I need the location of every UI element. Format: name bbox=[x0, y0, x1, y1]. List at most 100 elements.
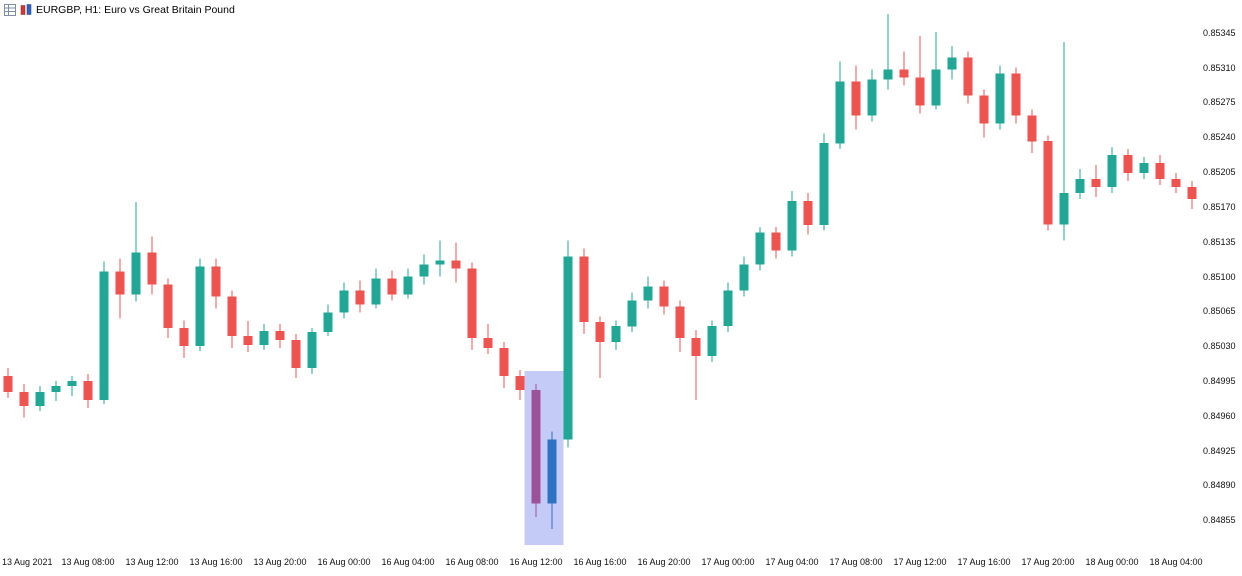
price-axis-label: 0.84925 bbox=[1203, 445, 1236, 456]
time-axis-label: 18 Aug 04:00 bbox=[1149, 557, 1203, 567]
candle bbox=[1187, 187, 1197, 199]
candle bbox=[99, 271, 109, 400]
candle bbox=[419, 264, 429, 277]
pattern-highlight bbox=[524, 371, 564, 546]
candle bbox=[979, 95, 989, 124]
candle bbox=[483, 338, 493, 349]
candle bbox=[323, 312, 333, 333]
price-axis-label: 0.85170 bbox=[1203, 201, 1236, 212]
candle bbox=[467, 268, 477, 339]
candle bbox=[67, 380, 77, 386]
candle bbox=[371, 278, 381, 305]
candle bbox=[803, 200, 813, 225]
candle bbox=[19, 391, 29, 406]
candle bbox=[867, 79, 877, 116]
candle bbox=[35, 391, 45, 406]
price-axis-label: 0.85065 bbox=[1203, 306, 1236, 317]
candle bbox=[147, 252, 157, 285]
candle bbox=[883, 69, 893, 80]
candle bbox=[1011, 73, 1021, 116]
candle bbox=[355, 290, 365, 305]
time-axis-label: 13 Aug 12:00 bbox=[125, 557, 179, 567]
time-axis[interactable]: 13 Aug 2021 13 Aug 08:00 13 Aug 12:00 13 Au… bbox=[0, 550, 1242, 576]
candle bbox=[1171, 179, 1181, 187]
candle bbox=[195, 266, 205, 347]
candle bbox=[211, 266, 221, 297]
candle bbox=[1059, 192, 1069, 225]
time-axis-label: 16 Aug 12:00 bbox=[509, 557, 563, 567]
price-axis-label: 0.85030 bbox=[1203, 341, 1236, 352]
candle bbox=[1155, 163, 1165, 179]
candle bbox=[515, 375, 525, 390]
candle bbox=[1075, 179, 1085, 193]
candle bbox=[83, 380, 93, 400]
time-axis-label: 13 Aug 20:00 bbox=[253, 557, 307, 567]
candle bbox=[739, 264, 749, 291]
time-axis-label: 17 Aug 16:00 bbox=[957, 557, 1011, 567]
chart-plot-area[interactable]: EURGBP, H1: Euro vs Great Britain Pound bbox=[0, 0, 1200, 550]
candle bbox=[275, 331, 285, 341]
time-axis-label: 17 Aug 00:00 bbox=[701, 557, 755, 567]
candle bbox=[163, 284, 173, 329]
candle bbox=[435, 260, 445, 265]
candle bbox=[963, 57, 973, 96]
candle bbox=[755, 232, 765, 265]
candle bbox=[835, 81, 845, 144]
candle bbox=[499, 348, 509, 376]
candle bbox=[771, 232, 781, 251]
time-axis-label: 13 Aug 2021 bbox=[2, 557, 53, 567]
price-axis-label: 0.84960 bbox=[1203, 410, 1236, 421]
candle bbox=[1107, 155, 1117, 187]
candle bbox=[291, 340, 301, 368]
time-axis-label: 13 Aug 08:00 bbox=[61, 557, 115, 567]
price-axis-label: 0.85205 bbox=[1203, 167, 1236, 178]
candle bbox=[579, 256, 589, 323]
candle bbox=[547, 439, 557, 504]
time-axis-label: 16 Aug 16:00 bbox=[573, 557, 627, 567]
candle bbox=[595, 322, 605, 343]
candle bbox=[819, 143, 829, 225]
candle bbox=[707, 326, 717, 356]
candle bbox=[659, 286, 669, 307]
candle bbox=[51, 385, 61, 392]
candle bbox=[531, 389, 541, 504]
time-axis-label: 17 Aug 20:00 bbox=[1021, 557, 1075, 567]
candle bbox=[611, 326, 621, 343]
candle bbox=[787, 200, 797, 251]
candle bbox=[403, 276, 413, 295]
candle bbox=[1123, 155, 1133, 174]
candle bbox=[691, 338, 701, 357]
candle bbox=[915, 77, 925, 106]
time-axis-label: 13 Aug 16:00 bbox=[189, 557, 243, 567]
time-axis-label: 17 Aug 12:00 bbox=[893, 557, 947, 567]
candle bbox=[563, 256, 573, 440]
time-axis-label: 17 Aug 04:00 bbox=[765, 557, 819, 567]
time-axis-label: 16 Aug 08:00 bbox=[445, 557, 499, 567]
price-axis[interactable]: 0.85345 0.85310 0.85275 0.85240 0.85205 0.851… bbox=[1198, 0, 1242, 550]
candle bbox=[243, 336, 253, 346]
price-axis-label: 0.85275 bbox=[1203, 97, 1236, 108]
candle bbox=[675, 306, 685, 339]
candle bbox=[1091, 179, 1101, 187]
time-axis-label: 16 Aug 04:00 bbox=[381, 557, 435, 567]
time-axis-label: 18 Aug 00:00 bbox=[1085, 557, 1139, 567]
candle bbox=[387, 278, 397, 295]
time-axis-label: 17 Aug 08:00 bbox=[829, 557, 883, 567]
candle bbox=[1027, 115, 1037, 142]
price-axis-label: 0.85240 bbox=[1203, 132, 1236, 143]
candle bbox=[899, 69, 909, 78]
candle bbox=[1043, 141, 1053, 225]
price-axis-label: 0.85310 bbox=[1203, 62, 1236, 73]
candlestick-chart bbox=[3, 13, 1197, 546]
time-axis-label: 16 Aug 20:00 bbox=[637, 557, 691, 567]
candle bbox=[1139, 163, 1149, 173]
price-axis-label: 0.84890 bbox=[1203, 480, 1236, 491]
candle bbox=[307, 332, 317, 368]
grid-icon bbox=[4, 4, 16, 16]
time-axis-label: 16 Aug 00:00 bbox=[317, 557, 371, 567]
candle bbox=[179, 328, 189, 347]
chart-title: EURGBP, H1: Euro vs Great Britain Pound bbox=[4, 4, 235, 16]
symbol-label: EURGBP, H1: Euro vs Great Britain Pound bbox=[36, 4, 235, 16]
candle bbox=[643, 286, 653, 301]
